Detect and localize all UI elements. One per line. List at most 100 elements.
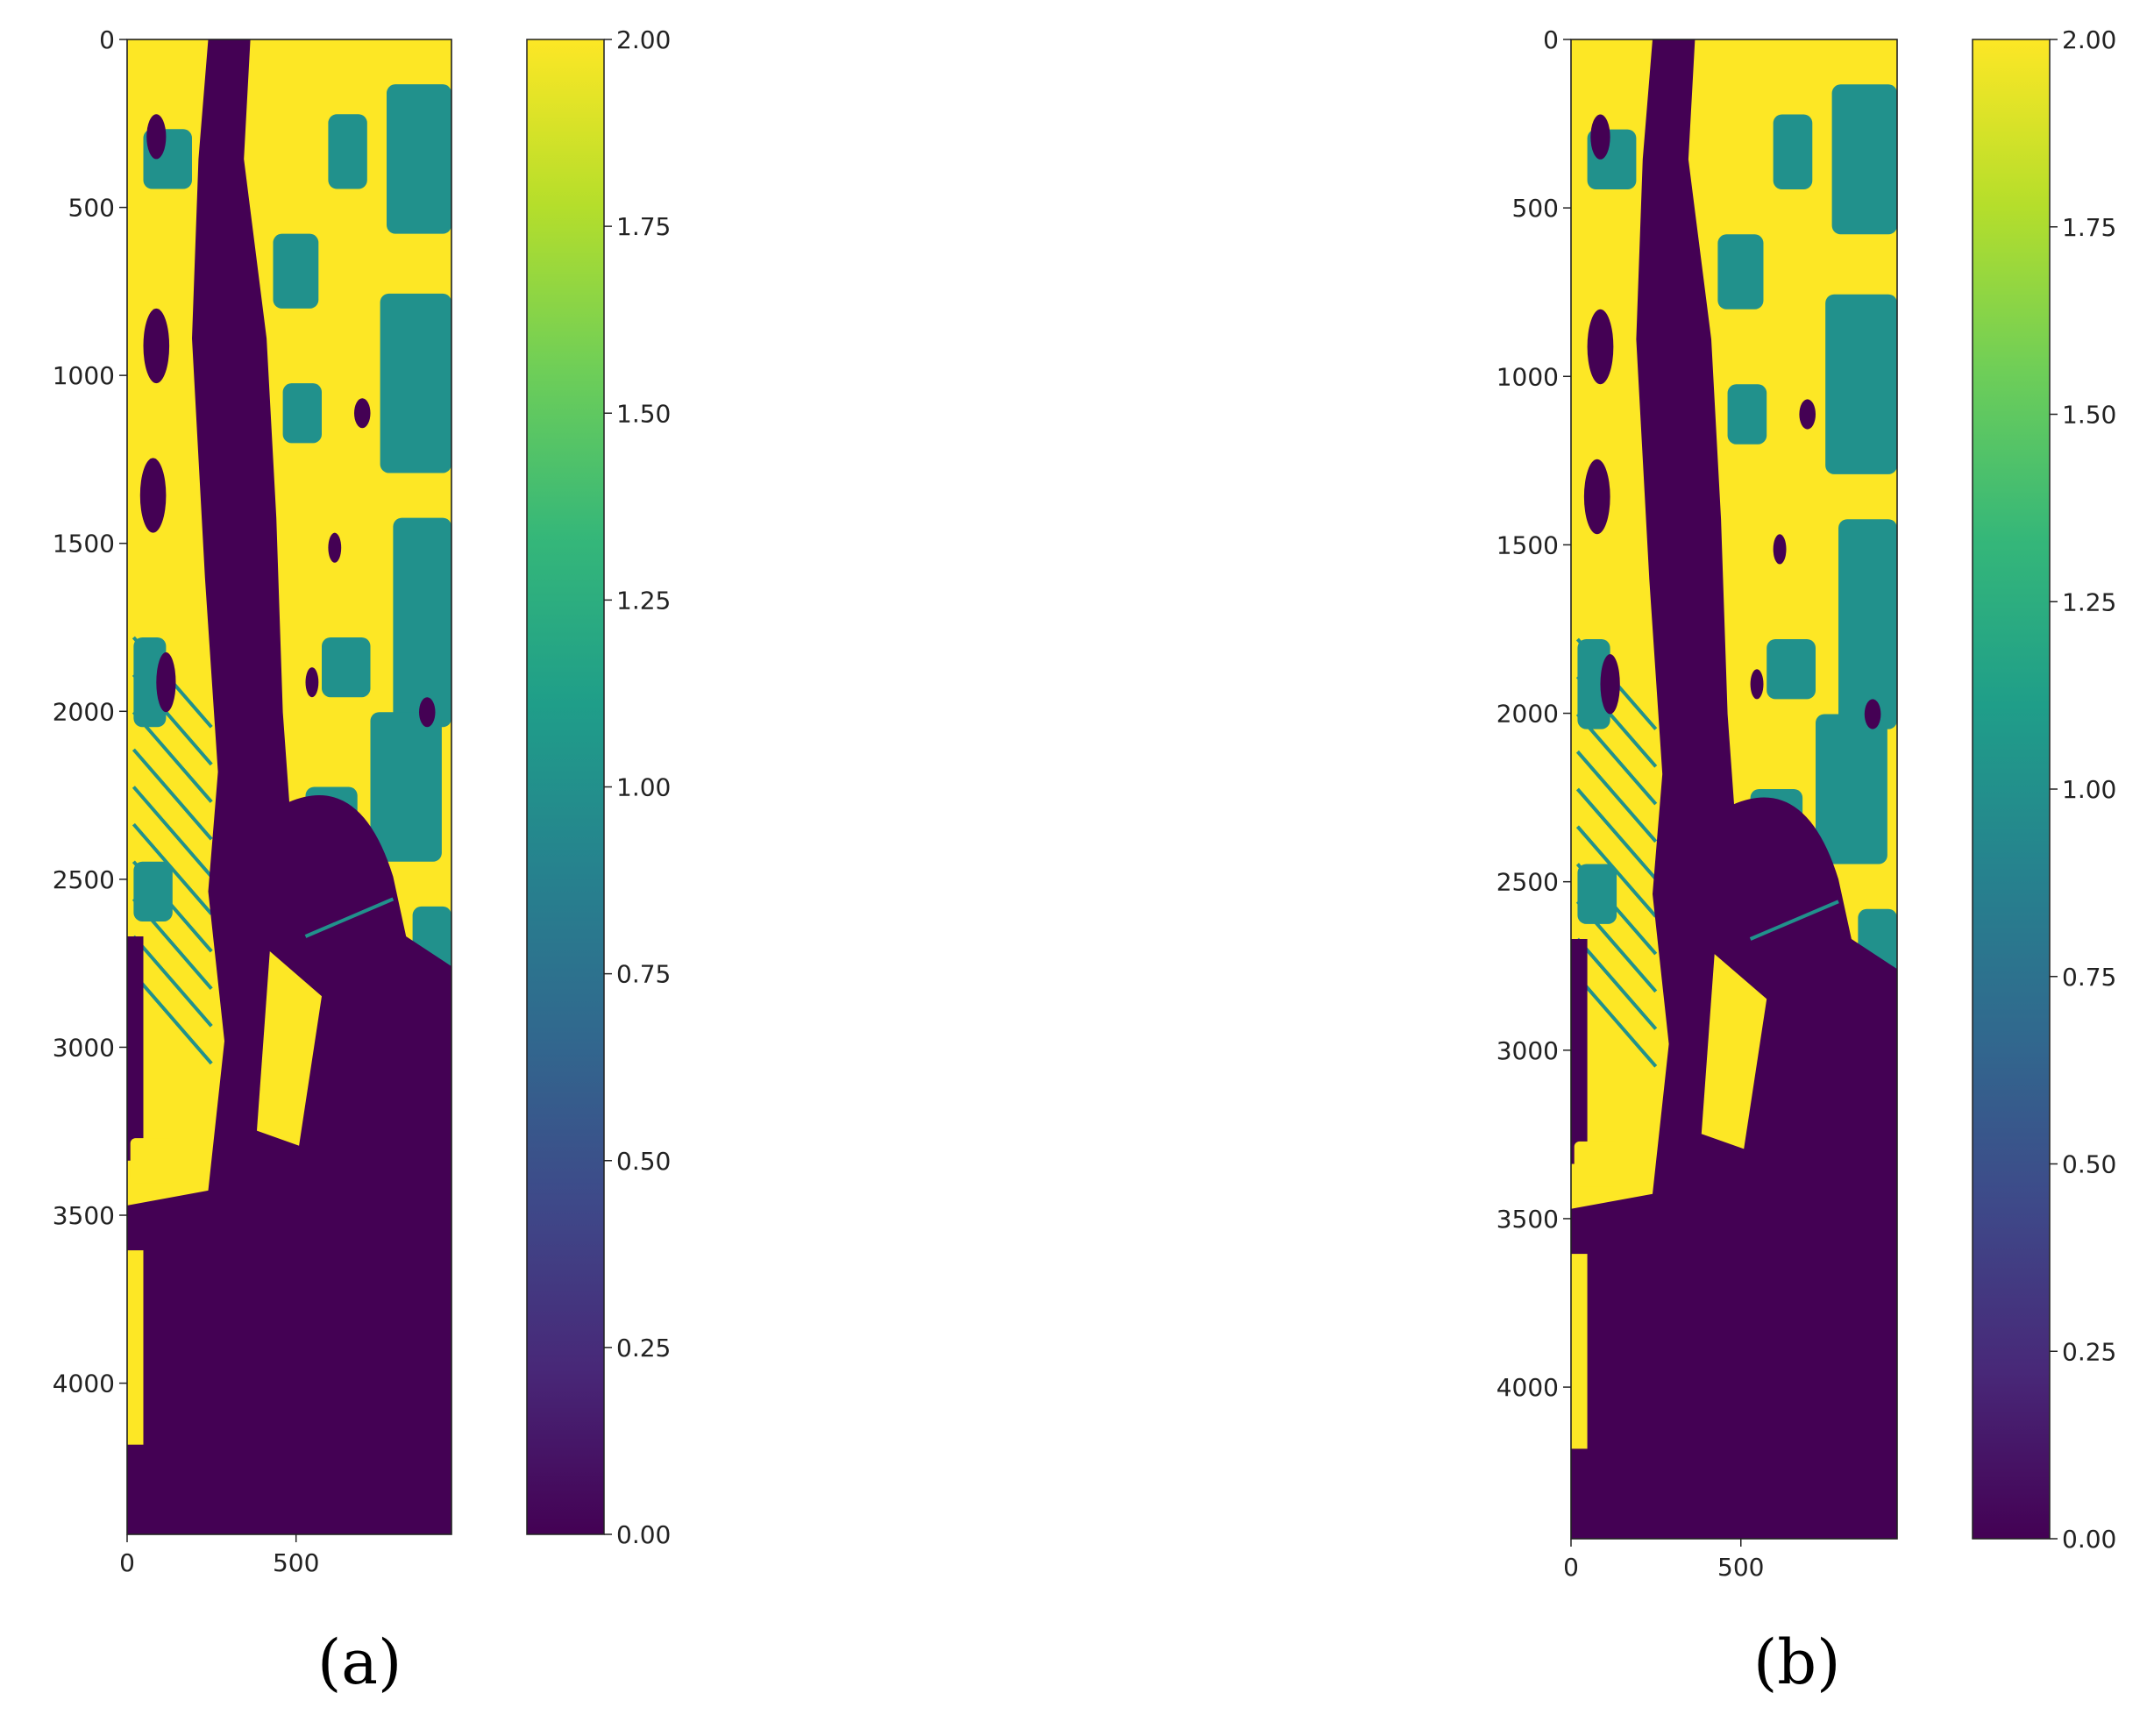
heatmap-class-mid-patch xyxy=(322,637,371,698)
colorbar-tick-label: 0.75 xyxy=(616,960,671,989)
colorbar-tick-label: 1.00 xyxy=(2062,775,2116,804)
colorbar-tick-label: 1.75 xyxy=(616,212,671,241)
heatmap-class-mid-stroke xyxy=(132,673,213,766)
colorbar-tick-label: 0.25 xyxy=(616,1334,671,1362)
heatmap-class-mid-stroke xyxy=(1575,825,1658,918)
heatmap-class-high-patch xyxy=(127,1250,144,1445)
heatmap-class-mid-patch xyxy=(1831,84,1897,235)
y-tick-label: 3000 xyxy=(53,1033,115,1062)
heatmap-class-mid-stroke xyxy=(1575,675,1658,768)
heatmap-class-low-region xyxy=(127,936,144,1161)
colorbar-tick-label: 0.00 xyxy=(2062,1525,2116,1554)
colorbar-tick-label: 1.25 xyxy=(616,586,671,615)
heatmap-class-mid-patch xyxy=(1727,384,1767,445)
heatmap-class-mid-patch xyxy=(393,517,451,728)
panel-b-caption: (b) xyxy=(1753,1626,1841,1698)
heatmap-class-mid-patch xyxy=(1717,234,1764,309)
x-tick-label: 500 xyxy=(273,1548,319,1577)
heatmap-class-low-spot xyxy=(1799,399,1816,430)
y-tick-label: 4000 xyxy=(53,1370,115,1398)
chart-panel-a: 0 500 1000 1500 2000 2500 3000 3500 4000 0 500 0.00… xyxy=(53,25,672,1577)
panel-a-caption: (a) xyxy=(317,1626,402,1698)
heatmap-class-mid-stroke xyxy=(132,786,213,879)
heatmap-class-mid-stroke xyxy=(1575,713,1658,806)
heatmap-class-mid-patch xyxy=(1825,294,1897,474)
heatmap-class-mid-stroke xyxy=(132,935,213,1028)
y-tick-label: 0 xyxy=(99,25,115,54)
heatmap-class-mid-pier xyxy=(1749,900,1839,941)
heatmap-class-mid-stroke xyxy=(132,710,213,803)
heatmap-class-high-island xyxy=(1701,954,1767,1149)
x-tick-label: 0 xyxy=(119,1548,135,1577)
heatmap-class-low-spot xyxy=(328,532,342,563)
y-tick-label: 2500 xyxy=(1496,868,1559,897)
colorbar-tick-label: 2.00 xyxy=(2062,25,2116,54)
heatmap-class-mid-patch xyxy=(1838,519,1897,729)
y-tick-label: 3500 xyxy=(1496,1205,1559,1234)
heatmap-class-mid-patch xyxy=(370,712,442,862)
y-tick-label: 2500 xyxy=(53,865,115,894)
y-tick-label: 500 xyxy=(1512,194,1559,223)
colorbar xyxy=(526,39,605,1535)
y-tick-label: 1000 xyxy=(53,361,115,390)
heatmap-class-mid-patch xyxy=(133,861,173,921)
heatmap-class-low-spot xyxy=(1600,654,1620,715)
heatmap-class-mid-patch xyxy=(1577,864,1617,924)
colorbar-tick-label: 1.50 xyxy=(2062,401,2116,430)
y-tick-label: 1500 xyxy=(53,530,115,559)
heatmap-class-low-water xyxy=(127,39,451,1534)
heatmap-class-mid-pier xyxy=(304,897,395,938)
colorbar-tick-label: 0.00 xyxy=(616,1520,671,1549)
colorbar-tick-label: 0.75 xyxy=(2062,963,2116,992)
colorbar xyxy=(1972,39,2051,1540)
heatmap-class-high-patch xyxy=(130,1138,176,1184)
x-tick-label: 0 xyxy=(1563,1553,1579,1582)
heatmap-class-mid-stroke xyxy=(1575,937,1658,1030)
heatmap-class-mid-stroke xyxy=(1575,900,1658,993)
heatmap-class-mid-stroke xyxy=(1575,975,1658,1068)
y-tick-label: 0 xyxy=(1543,25,1559,54)
heatmap-class-mid-patch xyxy=(273,233,319,309)
y-tick-label: 1000 xyxy=(1496,362,1559,391)
heatmap-class-low-spot xyxy=(1583,459,1610,535)
heatmap-class-low-water xyxy=(1571,39,1897,1539)
y-tick-label: 2000 xyxy=(53,697,115,726)
x-tick-label: 500 xyxy=(1717,1553,1764,1582)
heatmap-class-mid-patch xyxy=(387,84,451,234)
heatmap-class-mid-patch xyxy=(328,114,367,189)
axes-frame xyxy=(126,39,452,1535)
heatmap-class-high-patch xyxy=(1571,1254,1588,1449)
colorbar-tick-label: 0.50 xyxy=(2062,1150,2116,1179)
heatmap-class-low-spot xyxy=(146,114,167,160)
colorbar-tick-label: 1.25 xyxy=(2062,587,2116,616)
heatmap-class-low-spot xyxy=(305,667,319,698)
heatmap-class-mid-patch xyxy=(1816,714,1887,864)
heatmap-class-mid-stroke xyxy=(132,860,213,953)
colorbar-tick-label: 0.25 xyxy=(2062,1337,2116,1366)
heatmap-class-mid-stroke xyxy=(132,748,213,841)
heatmap-class-low-spot xyxy=(1864,699,1881,729)
heatmap-class-low-spot xyxy=(139,458,167,533)
y-tick-label: 500 xyxy=(68,194,115,223)
heatmap-class-mid-stroke xyxy=(132,898,213,990)
heatmap-class-mid-patch xyxy=(380,293,451,473)
heatmap-class-low-spot xyxy=(1773,534,1787,565)
y-tick-label: 3000 xyxy=(1496,1036,1559,1065)
colorbar-tick-label: 2.00 xyxy=(616,25,671,54)
colorbar-tick-label: 1.00 xyxy=(616,773,671,802)
colorbar-tick-label: 1.50 xyxy=(616,399,671,428)
heatmap-class-low-spot xyxy=(354,398,371,429)
axes-frame xyxy=(1570,39,1898,1540)
heatmap-class-low-spot xyxy=(156,652,176,713)
y-tick-label: 2000 xyxy=(1496,700,1559,729)
y-tick-label: 1500 xyxy=(1496,530,1559,559)
chart-panel-b: 0 500 1000 1500 2000 2500 3000 3500 4000 0 500 0.00… xyxy=(1496,25,2117,1582)
heatmap-class-low-region xyxy=(1571,939,1588,1164)
y-tick-label: 3500 xyxy=(53,1201,115,1230)
heatmap-class-mid-patch xyxy=(282,383,322,444)
heatmap-class-mid-patch xyxy=(1773,114,1813,189)
colorbar-tick-label: 0.50 xyxy=(616,1147,671,1176)
heatmap-class-low-spot xyxy=(143,308,170,384)
heatmap-class-low-spot xyxy=(1587,309,1614,385)
